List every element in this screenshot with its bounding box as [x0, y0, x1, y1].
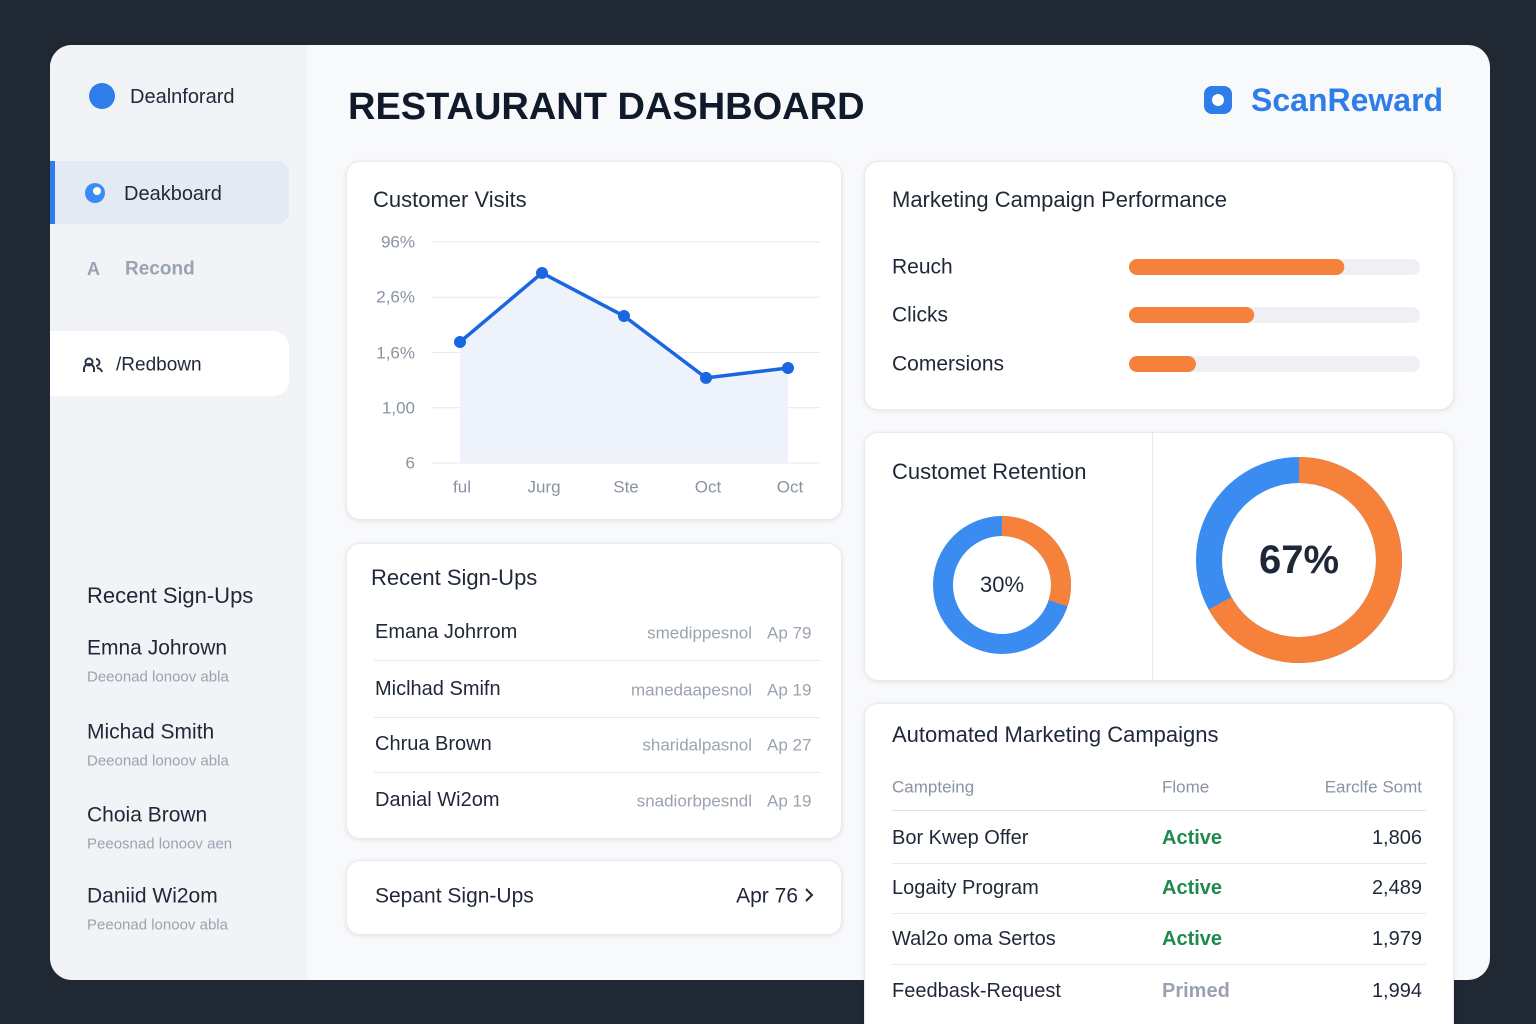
brand-name: Dealnforard: [130, 86, 235, 108]
y-tick-label: 1,00: [381, 398, 415, 418]
signup-name: Emna Johrown: [87, 636, 228, 660]
signup-detail: Peeonad lonoov abla: [87, 916, 228, 934]
table-cell: Feedbask-Request: [892, 980, 1061, 1002]
section-title: Recent Sign-Ups: [87, 583, 254, 608]
column-header: Campteing: [892, 777, 975, 797]
signup-name: Miclhad Smifn: [375, 678, 501, 700]
row-divider: [892, 913, 1426, 914]
signup-detail: Peeosnad lonoov aen: [87, 835, 233, 853]
y-tick-label: 2,6%: [376, 287, 415, 307]
table-cell: Bor Kwep Offer: [892, 827, 1029, 849]
chart-title: Customet Retention: [892, 459, 1087, 484]
footer-card[interactable]: [346, 860, 842, 935]
signup-detail: Deeonad lonoov abla: [87, 668, 229, 686]
y-tick-label: 6: [405, 453, 415, 473]
retention-divider: [1152, 433, 1153, 680]
signup-date: Ap 79: [767, 623, 812, 643]
nav-icon-letter: A: [87, 259, 100, 279]
signup-date: Ap 19: [767, 680, 812, 700]
status-cell: Active: [1162, 928, 1223, 950]
signup-email: smedippesnol: [647, 623, 752, 643]
table-cell: 1,994: [1371, 980, 1422, 1002]
column-header: Earclfe Somt: [1324, 777, 1422, 797]
chart-title: Marketing Campaign Performance: [892, 187, 1228, 212]
bar-label: Clicks: [892, 303, 948, 327]
status-cell: Primed: [1162, 980, 1230, 1002]
x-tick-label: Jurg: [527, 477, 561, 497]
signups-card: [346, 543, 842, 839]
y-tick-label: 1,6%: [376, 343, 415, 362]
donut-label: 67%: [1258, 538, 1340, 582]
bar-label: Comersions: [892, 352, 1005, 376]
row-divider: [374, 717, 820, 718]
card-title: Automated Marketing Campaigns: [892, 722, 1219, 747]
table-cell: 2,489: [1371, 877, 1422, 899]
nav-item[interactable]: Recond: [125, 258, 195, 280]
bar-label: Reuch: [892, 255, 953, 279]
signup-email: sharidalpasnol: [642, 735, 752, 755]
status-cell: Active: [1162, 827, 1223, 849]
row-divider: [892, 964, 1426, 965]
x-tick-label: Ste: [613, 477, 639, 497]
signup-name: Michad Smith: [87, 720, 215, 744]
table-cell: Wal2o oma Sertos: [892, 928, 1056, 950]
table-cell: Logaity Program: [892, 877, 1039, 899]
footer-label[interactable]: Sepant Sign-Ups: [375, 884, 534, 908]
donut-label: 30%: [979, 572, 1025, 597]
row-divider: [374, 772, 820, 773]
signup-name: Daniid Wi2om: [87, 884, 218, 908]
signup-detail: Deeonad lonoov abla: [87, 752, 229, 770]
chart-title: Customer Visits: [373, 187, 527, 212]
signup-name: Emana Johrrom: [375, 621, 518, 643]
signup-date: Ap 19: [767, 791, 812, 811]
x-tick-label: Oct: [776, 477, 804, 497]
card-title: Recent Sign-Ups: [371, 565, 538, 590]
visits-card: [346, 161, 842, 520]
signup-email: snadiorbpesndl: [636, 791, 752, 811]
x-tick-label: ful: [453, 477, 471, 497]
table-cell: 1,979: [1371, 928, 1422, 950]
row-divider: [892, 863, 1426, 864]
nav-item[interactable]: Deakboard: [124, 183, 222, 205]
y-tick-label: 96%: [380, 232, 415, 252]
signup-email: manedaapesnol: [631, 680, 752, 700]
signup-name: Chrua Brown: [375, 733, 492, 755]
signup-date: Ap 27: [767, 735, 812, 755]
row-divider: [374, 660, 820, 661]
table-cell: 1,806: [1371, 827, 1422, 849]
signup-name: Choia Brown: [87, 803, 208, 827]
column-header: Flome: [1162, 777, 1210, 797]
header-divider: [892, 810, 1426, 811]
page-title: RESTAURANT DASHBOARD: [348, 86, 865, 128]
logo-text: ScanReward: [1251, 82, 1444, 118]
footer-date[interactable]: Apr 76: [736, 884, 798, 908]
nav-item[interactable]: /Redbown: [116, 354, 202, 376]
status-cell: Active: [1162, 877, 1223, 899]
signup-name: Danial Wi2om: [375, 789, 500, 811]
x-tick-label: Oct: [694, 477, 722, 497]
